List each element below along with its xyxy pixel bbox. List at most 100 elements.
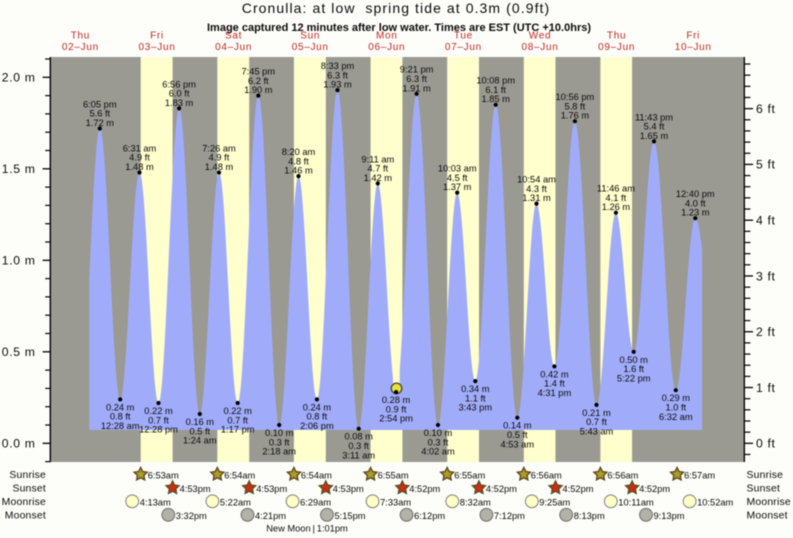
svg-text:06–Jun: 06–Jun [368, 42, 405, 53]
svg-text:07–Jun: 07–Jun [445, 42, 482, 53]
svg-text:6:53am: 6:53am [148, 470, 179, 480]
svg-text:1.46 m: 1.46 m [284, 166, 313, 176]
svg-text:8:32am: 8:32am [460, 497, 491, 507]
svg-text:4:53pm: 4:53pm [256, 484, 287, 494]
svg-text:Sunrise: Sunrise [9, 470, 46, 481]
svg-text:3:11 am: 3:11 am [342, 450, 375, 460]
svg-text:4.8 ft: 4.8 ft [288, 156, 309, 166]
svg-text:4.0 ft: 4.0 ft [685, 198, 706, 208]
svg-text:0.21 m: 0.21 m [582, 408, 611, 418]
svg-text:0.5 ft: 0.5 ft [507, 430, 528, 440]
svg-text:3 ft: 3 ft [756, 269, 776, 283]
svg-text:6:12pm: 6:12pm [414, 511, 445, 521]
svg-text:7:33am: 7:33am [380, 497, 411, 507]
svg-text:7:26 am: 7:26 am [202, 143, 236, 153]
svg-text:Thu: Thu [71, 31, 90, 42]
svg-text:New Moon | 1:01pm: New Moon | 1:01pm [266, 524, 348, 534]
svg-text:4:52pm: 4:52pm [409, 484, 440, 494]
svg-text:0.7 ft: 0.7 ft [586, 417, 607, 427]
svg-text:7:12pm: 7:12pm [494, 511, 525, 521]
svg-text:6:54am: 6:54am [301, 470, 332, 480]
svg-text:Moonset: Moonset [747, 511, 788, 522]
svg-text:8:13pm: 8:13pm [574, 511, 605, 521]
svg-text:4.3 ft: 4.3 ft [526, 184, 547, 194]
svg-text:0.42 m: 0.42 m [540, 369, 569, 379]
svg-text:8:33 pm: 8:33 pm [321, 61, 355, 71]
svg-text:1.5 m: 1.5 m [2, 162, 36, 176]
svg-text:6.3 ft: 6.3 ft [327, 70, 348, 80]
svg-text:0.10 m: 0.10 m [424, 428, 453, 438]
svg-text:4:53pm: 4:53pm [333, 484, 364, 494]
svg-text:0 ft: 0 ft [756, 437, 776, 451]
svg-text:1.26 m: 1.26 m [602, 202, 631, 212]
svg-text:Fri: Fri [150, 31, 164, 42]
svg-text:0.5 m: 0.5 m [2, 345, 36, 359]
svg-text:11:43 pm: 11:43 pm [635, 112, 673, 122]
svg-text:4:52pm: 4:52pm [639, 484, 670, 494]
svg-text:0.24 m: 0.24 m [303, 402, 332, 412]
svg-text:0.24 m: 0.24 m [106, 402, 135, 412]
svg-text:Tue: Tue [454, 31, 473, 42]
svg-text:1:17 pm: 1:17 pm [221, 425, 255, 435]
svg-text:1.90 m: 1.90 m [244, 85, 273, 95]
svg-text:8:20 am: 8:20 am [282, 147, 316, 157]
svg-text:1.93 m: 1.93 m [323, 80, 352, 90]
svg-text:4:21pm: 4:21pm [255, 511, 286, 521]
svg-text:11:46 am: 11:46 am [597, 184, 635, 194]
svg-text:2.0 m: 2.0 m [2, 71, 36, 85]
svg-text:6:32 am: 6:32 am [659, 412, 693, 422]
svg-text:2:06 pm: 2:06 pm [300, 421, 334, 431]
svg-text:0.34 m: 0.34 m [461, 384, 490, 394]
svg-text:6:54am: 6:54am [224, 470, 255, 480]
svg-text:0.0 m: 0.0 m [2, 437, 36, 451]
svg-text:0.9 ft: 0.9 ft [386, 404, 407, 414]
svg-text:1.42 m: 1.42 m [364, 173, 393, 183]
svg-text:Image captured 12 minutes afte: Image captured 12 minutes after low wate… [207, 22, 591, 34]
svg-text:5 ft: 5 ft [756, 158, 776, 172]
svg-text:1.6 ft: 1.6 ft [623, 364, 644, 374]
svg-text:1.85 m: 1.85 m [481, 94, 510, 104]
svg-text:7:45 pm: 7:45 pm [242, 67, 276, 77]
svg-text:5.6 ft: 5.6 ft [89, 109, 110, 119]
svg-text:9:13pm: 9:13pm [654, 511, 685, 521]
svg-text:1.0 ft: 1.0 ft [665, 403, 686, 413]
svg-text:6:05 pm: 6:05 pm [83, 99, 117, 109]
svg-text:0.50 m: 0.50 m [619, 355, 648, 365]
svg-text:1.91 m: 1.91 m [402, 83, 431, 93]
svg-text:5:15pm: 5:15pm [335, 511, 366, 521]
svg-text:10:03 am: 10:03 am [438, 164, 477, 174]
svg-text:3:32pm: 3:32pm [176, 511, 207, 521]
svg-text:09–Jun: 09–Jun [598, 42, 635, 53]
svg-text:0.22 m: 0.22 m [144, 406, 173, 416]
svg-text:Moonset: Moonset [5, 511, 46, 522]
svg-text:4:31 pm: 4:31 pm [538, 388, 572, 398]
svg-text:Moonrise: Moonrise [2, 497, 46, 508]
svg-text:Thu: Thu [607, 31, 626, 42]
svg-text:1.31 m: 1.31 m [522, 193, 551, 203]
svg-text:02–Jun: 02–Jun [62, 42, 99, 53]
svg-text:0.29 m: 0.29 m [662, 393, 691, 403]
svg-text:2:18 am: 2:18 am [262, 447, 296, 457]
svg-text:6:57am: 6:57am [684, 470, 715, 480]
svg-text:Moonrise: Moonrise [747, 497, 791, 508]
svg-text:4:53pm: 4:53pm [180, 484, 211, 494]
svg-text:4:52pm: 4:52pm [563, 484, 594, 494]
svg-text:5.8 ft: 5.8 ft [565, 101, 586, 111]
svg-text:12:40 pm: 12:40 pm [676, 189, 715, 199]
svg-text:Mon: Mon [376, 31, 398, 42]
svg-text:6.1 ft: 6.1 ft [485, 85, 506, 95]
svg-text:Wed: Wed [529, 31, 551, 42]
svg-text:10:52am: 10:52am [697, 497, 733, 507]
svg-text:6:56am: 6:56am [607, 470, 638, 480]
svg-text:5:43 am: 5:43 am [580, 427, 614, 437]
svg-text:2:54 pm: 2:54 pm [379, 414, 413, 424]
svg-text:0.8 ft: 0.8 ft [307, 412, 328, 422]
svg-text:4:02 am: 4:02 am [421, 447, 455, 457]
svg-text:0.14 m: 0.14 m [503, 421, 532, 431]
svg-text:6.2 ft: 6.2 ft [248, 76, 269, 86]
svg-text:6:29am: 6:29am [300, 497, 331, 507]
svg-text:6 ft: 6 ft [756, 102, 776, 116]
svg-text:Sunset: Sunset [12, 484, 46, 495]
svg-text:0.3 ft: 0.3 ft [428, 437, 449, 447]
svg-text:10:56 pm: 10:56 pm [556, 92, 595, 102]
